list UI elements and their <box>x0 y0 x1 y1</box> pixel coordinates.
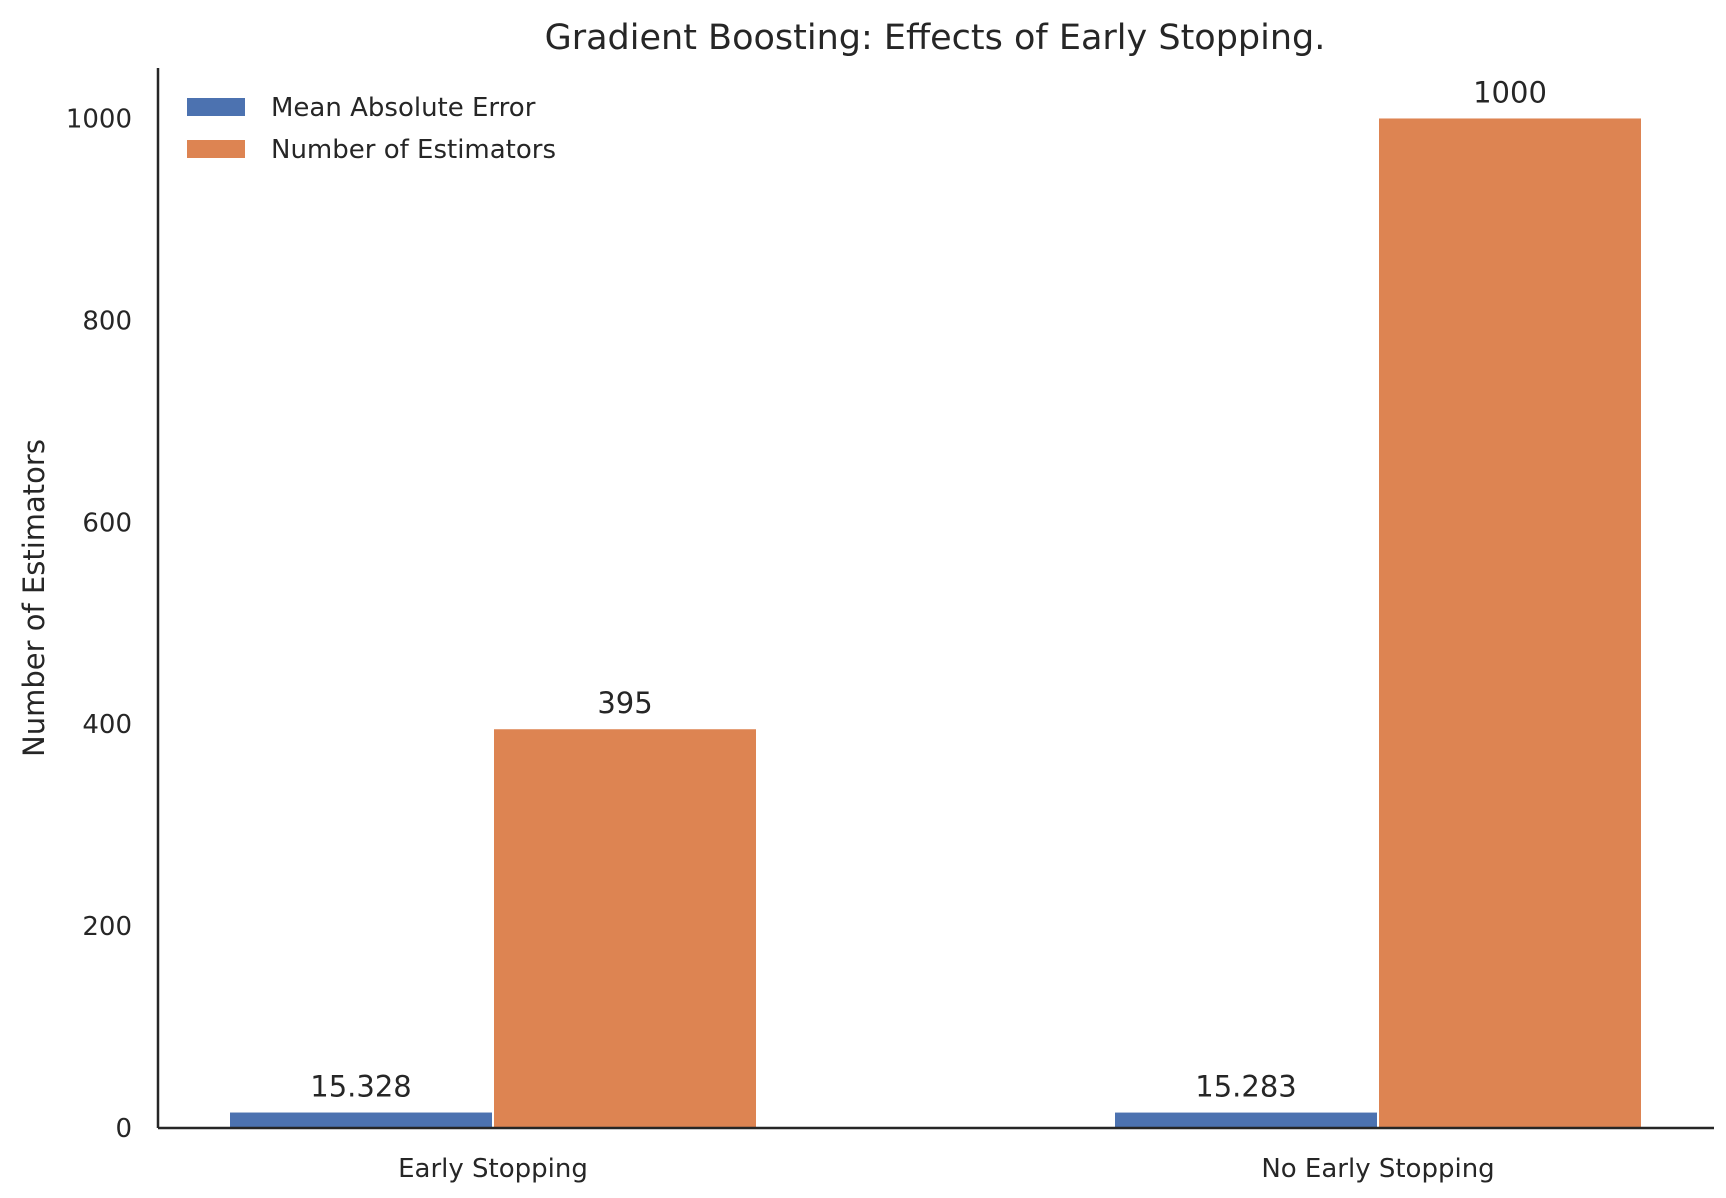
x-tick-label: No Early Stopping <box>1261 1154 1494 1184</box>
bars-group <box>230 118 1641 1128</box>
legend: Mean Absolute Error Number of Estimators <box>187 93 556 165</box>
y-tick-label: 1000 <box>66 104 132 134</box>
legend-label: Mean Absolute Error <box>271 93 536 123</box>
y-axis-label: Number of Estimators <box>17 439 51 757</box>
y-tick-label: 600 <box>82 508 132 538</box>
bar <box>1115 1112 1377 1128</box>
chart-title: Gradient Boosting: Effects of Early Stop… <box>545 18 1326 58</box>
legend-swatch <box>187 98 245 116</box>
y-tick-label: 400 <box>82 710 132 740</box>
bar-value-label: 15.283 <box>1195 1070 1296 1104</box>
y-axis-ticks: 0 200 400 600 800 1000 <box>66 104 132 1144</box>
legend-label: Number of Estimators <box>271 135 556 165</box>
y-tick-label: 0 <box>115 1114 132 1144</box>
bar <box>494 729 756 1128</box>
bar-value-label: 1000 <box>1473 75 1547 109</box>
bar-value-label: 395 <box>597 686 652 720</box>
bar <box>1379 118 1641 1128</box>
bar-value-label: 15.328 <box>310 1070 411 1104</box>
bar <box>230 1112 492 1128</box>
y-tick-label: 800 <box>82 306 132 336</box>
data-labels-group: 15.328 395 15.283 1000 <box>310 75 1547 1103</box>
y-tick-label: 200 <box>82 912 132 942</box>
legend-swatch <box>187 140 245 158</box>
x-tick-label: Early Stopping <box>398 1154 588 1184</box>
x-axis-ticks: Early Stopping No Early Stopping <box>398 1154 1495 1184</box>
